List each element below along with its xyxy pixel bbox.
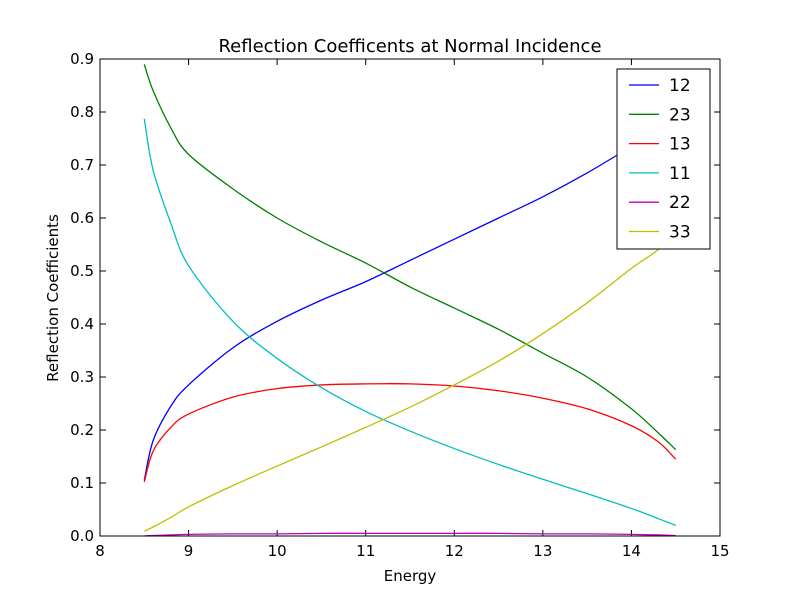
legend-label-13: 13 bbox=[669, 135, 691, 155]
y-tick-label: 0.5 bbox=[70, 262, 94, 280]
chart-title: Reflection Coefficents at Normal Inciden… bbox=[218, 36, 601, 57]
series-line-22 bbox=[144, 532, 676, 537]
y-tick-label: 0.8 bbox=[70, 103, 94, 121]
legend-label-22: 22 bbox=[669, 193, 691, 213]
y-tick-label: 0.6 bbox=[70, 209, 94, 227]
x-tick-label: 15 bbox=[710, 542, 729, 560]
series-line-33 bbox=[144, 230, 677, 532]
y-tick-label: 0.4 bbox=[70, 315, 94, 333]
y-axis-label: Reflection Coefficients bbox=[44, 214, 62, 382]
y-tick-label: 0.0 bbox=[70, 527, 94, 545]
x-tick-label: 12 bbox=[445, 542, 464, 560]
legend-label-33: 33 bbox=[669, 223, 691, 243]
y-tick-label: 0.9 bbox=[70, 50, 94, 68]
x-tick-label: 10 bbox=[268, 542, 287, 560]
y-tick-label: 0.3 bbox=[70, 368, 94, 386]
y-tick-label: 0.1 bbox=[70, 474, 94, 492]
plot-frame bbox=[99, 58, 721, 537]
y-tick-label: 0.7 bbox=[70, 156, 94, 174]
x-axis-label: Energy bbox=[384, 567, 437, 585]
x-tick-label: 13 bbox=[533, 542, 552, 560]
legend-label-11: 11 bbox=[669, 164, 691, 184]
x-tick-label: 11 bbox=[356, 542, 375, 560]
series-line-23 bbox=[143, 64, 677, 451]
series-line-13 bbox=[143, 383, 677, 483]
series-line-12 bbox=[143, 119, 677, 481]
legend-label-12: 12 bbox=[669, 76, 691, 96]
legend-box bbox=[616, 68, 711, 250]
legend: 12 23 13 11 22 33 bbox=[616, 68, 711, 250]
legend-label-23: 23 bbox=[669, 105, 691, 125]
y-tick-label: 0.2 bbox=[70, 421, 94, 439]
x-tick-label: 9 bbox=[184, 542, 194, 560]
x-tick-label: 8 bbox=[95, 542, 105, 560]
x-tick-label: 14 bbox=[622, 542, 641, 560]
series-line-11 bbox=[143, 118, 676, 527]
